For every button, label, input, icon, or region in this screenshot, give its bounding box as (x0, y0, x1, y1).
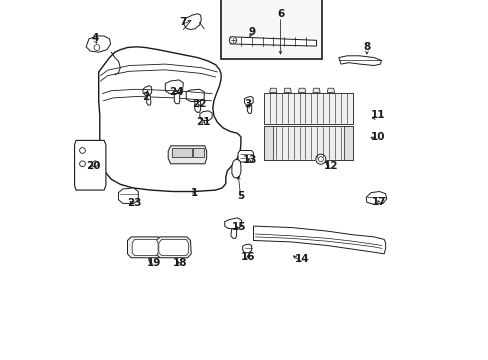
Polygon shape (264, 126, 352, 160)
Polygon shape (264, 126, 273, 160)
Polygon shape (194, 102, 200, 112)
Polygon shape (366, 192, 386, 204)
Polygon shape (326, 88, 334, 93)
Polygon shape (224, 218, 241, 229)
Polygon shape (86, 36, 110, 52)
Polygon shape (231, 159, 241, 178)
Polygon shape (142, 86, 151, 95)
Polygon shape (168, 146, 206, 164)
Text: 19: 19 (147, 258, 162, 268)
Polygon shape (253, 226, 385, 254)
Polygon shape (174, 94, 179, 104)
Text: 18: 18 (172, 258, 186, 268)
Polygon shape (132, 239, 158, 256)
Polygon shape (264, 93, 352, 124)
Circle shape (80, 148, 85, 153)
Text: 5: 5 (237, 191, 244, 201)
Text: 10: 10 (370, 132, 384, 142)
Circle shape (92, 161, 98, 167)
Text: 1: 1 (190, 188, 197, 198)
Text: 8: 8 (363, 42, 370, 52)
Polygon shape (183, 14, 201, 30)
Text: 16: 16 (241, 252, 255, 262)
Circle shape (229, 37, 236, 44)
Polygon shape (193, 148, 204, 157)
Polygon shape (269, 88, 276, 93)
Polygon shape (165, 80, 183, 94)
Polygon shape (156, 237, 191, 258)
Text: 23: 23 (127, 198, 142, 208)
Polygon shape (146, 95, 151, 105)
Text: 24: 24 (168, 87, 183, 97)
Text: 14: 14 (294, 254, 309, 264)
Polygon shape (230, 37, 316, 46)
Polygon shape (127, 237, 161, 258)
Polygon shape (118, 188, 138, 203)
Polygon shape (99, 47, 241, 192)
Polygon shape (338, 56, 381, 66)
Polygon shape (312, 88, 320, 93)
Text: 7: 7 (179, 17, 186, 27)
Text: 2: 2 (142, 92, 149, 102)
Polygon shape (343, 126, 352, 160)
Polygon shape (159, 239, 188, 256)
Text: 20: 20 (86, 161, 101, 171)
Polygon shape (172, 148, 192, 157)
Polygon shape (200, 111, 212, 121)
Polygon shape (244, 96, 253, 105)
Text: 15: 15 (231, 222, 246, 232)
Circle shape (318, 157, 323, 162)
Polygon shape (230, 229, 236, 238)
Polygon shape (186, 89, 204, 102)
Text: 13: 13 (242, 155, 257, 165)
Polygon shape (298, 88, 305, 93)
Text: 11: 11 (370, 110, 384, 120)
Text: 21: 21 (196, 117, 210, 127)
Circle shape (315, 154, 325, 164)
Polygon shape (284, 88, 291, 93)
Text: 17: 17 (371, 197, 386, 207)
Polygon shape (75, 140, 106, 190)
Circle shape (80, 161, 85, 167)
Text: 3: 3 (244, 99, 251, 109)
Text: 12: 12 (323, 161, 338, 171)
Bar (221, 0, 321, 59)
Polygon shape (238, 150, 253, 162)
Text: 6: 6 (276, 9, 284, 19)
Circle shape (94, 45, 100, 50)
Text: 9: 9 (247, 27, 255, 37)
Polygon shape (242, 244, 251, 253)
Polygon shape (247, 105, 251, 113)
Text: 4: 4 (91, 33, 99, 43)
Text: 22: 22 (192, 99, 206, 109)
